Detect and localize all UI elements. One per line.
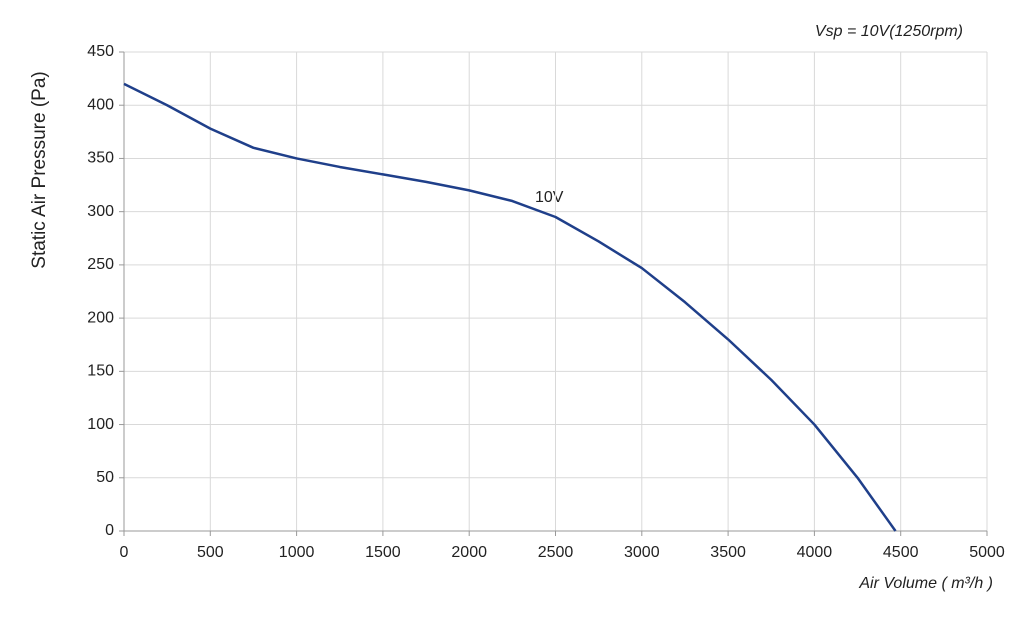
y-tick-label: 50 xyxy=(96,469,114,486)
x-axis-label: Air Volume ( m³/h ) xyxy=(858,575,993,592)
y-axis-label: Static Air Pressure (Pa) xyxy=(29,71,50,268)
y-tick-label: 250 xyxy=(87,256,114,273)
y-tick-label: 400 xyxy=(87,96,114,113)
y-tick-label: 450 xyxy=(87,43,114,60)
series-label: 10V xyxy=(535,189,564,206)
y-tick-label: 100 xyxy=(87,416,114,433)
y-tick-label: 0 xyxy=(105,522,114,539)
annotation: Vsp = 10V(1250rpm) xyxy=(815,23,963,40)
x-tick-label: 3000 xyxy=(624,544,660,561)
x-tick-label: 500 xyxy=(197,544,224,561)
x-tick-label: 1000 xyxy=(279,544,315,561)
data-line xyxy=(123,82,897,532)
y-tick-label: 150 xyxy=(87,363,114,380)
x-tick-label: 3500 xyxy=(710,544,746,561)
x-tick-label: 5000 xyxy=(969,544,1005,561)
y-tick-label: 200 xyxy=(87,309,114,326)
x-tick-label: 1500 xyxy=(365,544,401,561)
x-tick-label: 2500 xyxy=(538,544,574,561)
y-tick-label: 350 xyxy=(87,150,114,167)
x-tick-label: 0 xyxy=(120,544,129,561)
x-tick-label: 4000 xyxy=(797,544,833,561)
x-tick-label: 2000 xyxy=(451,544,487,561)
x-tick-label: 4500 xyxy=(883,544,919,561)
y-tick-label: 300 xyxy=(87,203,114,220)
